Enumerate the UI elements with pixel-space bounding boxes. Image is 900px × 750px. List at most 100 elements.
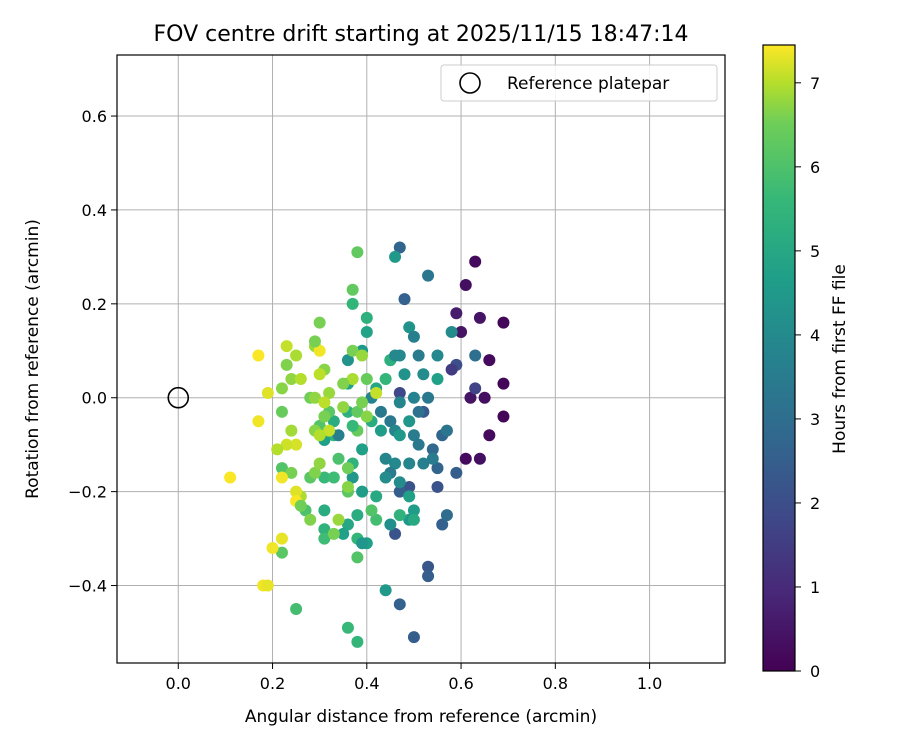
data-point	[308, 391, 321, 404]
data-point	[327, 471, 340, 484]
data-point	[313, 368, 326, 381]
data-point	[356, 485, 369, 498]
data-point	[431, 480, 444, 493]
data-point	[285, 466, 298, 479]
data-point	[346, 372, 359, 385]
data-point	[341, 462, 354, 475]
data-point	[275, 405, 288, 418]
data-point	[426, 452, 439, 465]
data-point	[370, 387, 383, 400]
data-point	[393, 387, 406, 400]
data-point	[389, 250, 402, 263]
data-point	[403, 321, 416, 334]
data-point	[332, 513, 345, 526]
data-point	[445, 326, 458, 339]
data-point	[341, 354, 354, 367]
data-point	[459, 452, 472, 465]
legend: Reference platepar	[440, 64, 718, 102]
data-point	[417, 457, 430, 470]
data-point	[389, 457, 402, 470]
y-axis-ticks: −0.4 −0.2 0.0 0.2 0.4 0.6	[68, 107, 117, 596]
data-point	[483, 429, 496, 442]
data-point	[356, 537, 369, 550]
data-point	[379, 372, 392, 385]
data-point	[341, 480, 354, 493]
data-point	[483, 354, 496, 367]
data-point	[327, 415, 340, 428]
data-point	[422, 560, 435, 573]
data-point	[252, 349, 265, 362]
data-point	[346, 283, 359, 296]
data-point	[318, 504, 331, 517]
data-point	[469, 255, 482, 268]
data-point	[379, 452, 392, 465]
data-point	[290, 485, 303, 498]
plot-frame	[116, 54, 726, 664]
data-point	[393, 598, 406, 611]
legend-marker	[459, 72, 481, 94]
data-point	[407, 504, 420, 517]
data-point	[323, 387, 336, 400]
data-point	[422, 391, 435, 404]
data-point	[356, 349, 369, 362]
x-tick-label: 0.6	[448, 674, 473, 693]
data-point	[318, 410, 331, 423]
data-point	[455, 326, 468, 339]
data-point	[417, 368, 430, 381]
data-point	[285, 372, 298, 385]
data-point	[412, 405, 425, 418]
data-point	[393, 429, 406, 442]
data-point	[412, 438, 425, 451]
data-point	[398, 293, 411, 306]
colorbar-tick-label: 4	[810, 326, 820, 345]
data-point	[308, 466, 321, 479]
data-point	[351, 246, 364, 259]
data-point	[403, 415, 416, 428]
data-point	[407, 631, 420, 644]
x-axis-label: Angular distance from reference (arcmin)	[245, 707, 597, 727]
colorbar-tick-label: 2	[810, 494, 820, 513]
data-point	[280, 340, 293, 353]
data-point	[497, 316, 510, 329]
data-point	[313, 429, 326, 442]
data-point	[356, 396, 369, 409]
data-point	[290, 438, 303, 451]
x-tick-label: 0.0	[166, 674, 191, 693]
data-point	[323, 424, 336, 437]
data-point	[393, 509, 406, 522]
data-point	[280, 438, 293, 451]
data-point	[407, 391, 420, 404]
data-point	[398, 368, 411, 381]
data-point	[252, 415, 265, 428]
data-point	[351, 405, 364, 418]
x-tick-label: 1.0	[637, 674, 662, 693]
data-point	[313, 457, 326, 470]
colorbar-ticks: 0 1 2 3 4 5 6 7	[795, 74, 820, 681]
data-point	[436, 518, 449, 531]
legend-box	[440, 64, 718, 102]
y-tick-label: −0.2	[68, 483, 107, 502]
data-point	[275, 532, 288, 545]
chart-title: FOV centre drift starting at 2025/11/15 …	[154, 22, 689, 47]
data-point	[422, 570, 435, 583]
data-point	[332, 429, 345, 442]
data-point	[370, 490, 383, 503]
data-point	[318, 532, 331, 545]
data-point	[403, 457, 416, 470]
data-point	[337, 527, 350, 540]
data-point	[266, 541, 279, 554]
data-point	[384, 518, 397, 531]
data-point	[497, 377, 510, 390]
data-point	[431, 462, 444, 475]
data-point	[440, 424, 453, 437]
data-point	[431, 372, 444, 385]
data-point	[275, 471, 288, 484]
data-point	[379, 471, 392, 484]
colorbar-tick-label: 7	[810, 74, 820, 93]
data-point	[379, 584, 392, 597]
data-point	[407, 429, 420, 442]
data-point	[318, 523, 331, 536]
data-point	[459, 279, 472, 292]
data-point	[318, 396, 331, 409]
y-tick-label: 0.4	[82, 201, 107, 220]
